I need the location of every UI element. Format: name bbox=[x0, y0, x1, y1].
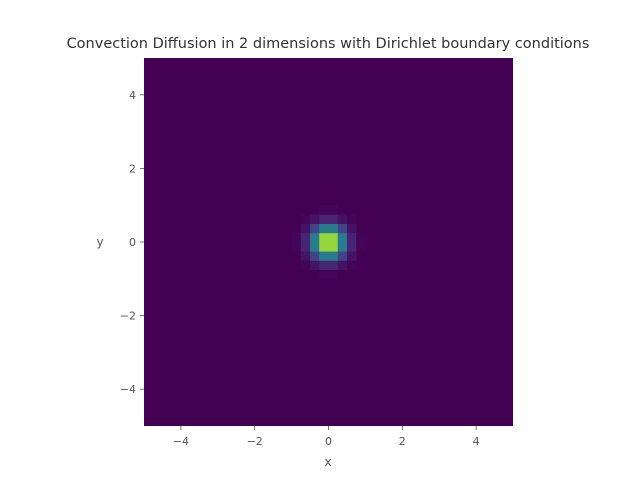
heatmap-cell bbox=[319, 232, 329, 243]
heatmap-cell bbox=[319, 214, 329, 224]
heatmap-cell bbox=[291, 232, 302, 243]
heatmap-cell bbox=[310, 223, 320, 234]
heatmap-cell bbox=[300, 214, 311, 224]
y-tick-label: −2 bbox=[120, 310, 136, 323]
y-tick-label: 2 bbox=[129, 162, 136, 175]
y-tick-label: 0 bbox=[129, 236, 136, 249]
heatmap-cell bbox=[300, 242, 311, 252]
heatmap-cell bbox=[319, 223, 329, 234]
heatmap-cell bbox=[337, 242, 348, 252]
heatmap-cell bbox=[328, 232, 339, 243]
y-tick-label: 4 bbox=[129, 89, 136, 102]
x-tick-label: 0 bbox=[325, 435, 332, 448]
heatmap-cell bbox=[291, 242, 302, 252]
heatmap-cell bbox=[337, 214, 348, 224]
heatmap-cell bbox=[328, 242, 339, 252]
x-tick-label: −4 bbox=[173, 435, 189, 448]
y-axis-label: y bbox=[96, 235, 103, 249]
heatmap-cell bbox=[300, 223, 311, 234]
heatmap-cell bbox=[319, 205, 329, 215]
heatmap-cell bbox=[346, 260, 357, 270]
heatmap-cell bbox=[328, 251, 339, 261]
heatmap-cell bbox=[337, 260, 348, 270]
x-axis: −4 −2 0 2 4 bbox=[173, 426, 480, 448]
heatmap-cell bbox=[310, 242, 320, 252]
x-tick-label: −2 bbox=[247, 435, 263, 448]
heatmap-cell bbox=[346, 232, 357, 243]
x-axis-label: x bbox=[324, 455, 331, 469]
heatmap-cell bbox=[356, 232, 366, 243]
x-tick-label: 4 bbox=[473, 435, 480, 448]
heatmap-cell bbox=[310, 251, 320, 261]
heatmap-cell bbox=[300, 260, 311, 270]
y-axis: −4 −2 0 2 4 bbox=[120, 89, 144, 396]
heatmap-cell bbox=[346, 214, 357, 224]
heatmap-cell bbox=[310, 214, 320, 224]
heatmap-cell bbox=[328, 214, 339, 224]
plot-area bbox=[144, 58, 513, 426]
heatmap-cell bbox=[337, 251, 348, 261]
heatmap-cell bbox=[310, 232, 320, 243]
heatmap-cell bbox=[328, 269, 339, 280]
heatmap-cell bbox=[346, 223, 357, 234]
heatmap-cell bbox=[337, 232, 348, 243]
heatmap-cell bbox=[300, 251, 311, 261]
heatmap-cell bbox=[300, 232, 311, 243]
heatmap-cell bbox=[310, 260, 320, 270]
chart-title: Convection Diffusion in 2 dimensions wit… bbox=[67, 36, 590, 52]
heatmap-cell bbox=[319, 260, 329, 270]
x-tick-label: 2 bbox=[399, 435, 406, 448]
heatmap-cell bbox=[346, 242, 357, 252]
heatmap-cell bbox=[328, 205, 339, 215]
heatmap-cell bbox=[319, 242, 329, 252]
heatmap-cell bbox=[337, 223, 348, 234]
heatmap-cells bbox=[291, 205, 366, 280]
heatmap-cell bbox=[356, 242, 366, 252]
heatmap-cell bbox=[319, 251, 329, 261]
heatmap-cell bbox=[346, 251, 357, 261]
heatmap-cell bbox=[328, 260, 339, 270]
heatmap-cell bbox=[328, 223, 339, 234]
y-tick-label: −4 bbox=[120, 383, 136, 396]
heatmap-cell bbox=[319, 269, 329, 280]
